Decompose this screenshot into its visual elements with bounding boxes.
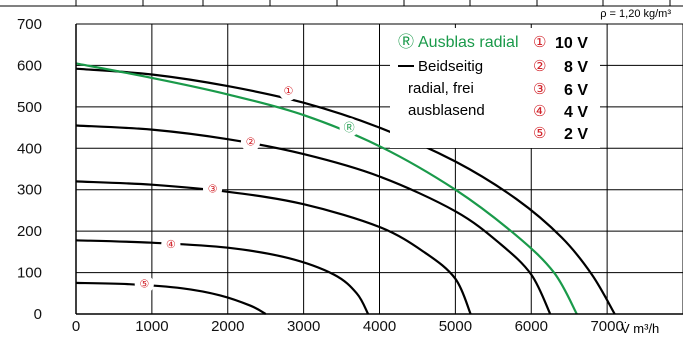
x-tick-label: 6000 (515, 318, 548, 335)
legend-marker-4v: ④ (533, 102, 546, 120)
legend-marker-8v: ② (533, 57, 546, 75)
density-note: ρ = 1,20 kg/m³ (600, 8, 671, 20)
series-line-4 (75, 281, 267, 315)
series-line-3 (75, 239, 370, 315)
y-tick-label: 500 (17, 99, 42, 116)
curve-marker-bg-5 (339, 117, 359, 138)
legend-label-10v: 10 V (555, 35, 588, 52)
legend-black-label-1: Beidseitig (418, 58, 483, 75)
y-tick-label: 600 (17, 57, 42, 74)
legend-green-label: Ausblas radial (418, 34, 519, 51)
top-strip (0, 0, 683, 7)
legend-black-label-2: radial, frei (408, 80, 474, 97)
legend-black-label-3: ausblasend (408, 102, 485, 119)
x-tick-label: 3000 (287, 318, 320, 335)
y-tick-label: 100 (17, 265, 42, 282)
curve-marker-bg-3 (161, 234, 181, 254)
curve-marker-bg-0 (278, 81, 299, 101)
legend-green-marker: Ⓡ (398, 33, 414, 51)
grid (76, 23, 683, 315)
y-tick-label: 400 (17, 140, 42, 157)
legend-label-2v: 2 V (564, 126, 588, 143)
legend-marker-2v: ⑤ (533, 124, 546, 142)
curve-marker-2: ③ (208, 182, 218, 195)
y-tick-label: 300 (17, 182, 42, 199)
series-line-2 (75, 180, 472, 315)
curve-marker-0: ① (284, 85, 294, 98)
curve-marker-1: ② (246, 136, 256, 149)
legend-label-8v: 8 V (564, 59, 588, 76)
curve-marker-bg-2 (202, 179, 223, 199)
legend-marker-6v: ③ (533, 80, 546, 98)
legend-label-4v: 4 V (564, 104, 588, 121)
x-tick-label: 0 (72, 318, 80, 335)
x-axis-unit: V̇ m³/h (621, 321, 659, 336)
x-tick-label: 4000 (363, 318, 396, 335)
legend-marker-10v: ① (533, 33, 546, 51)
curve-marker-bg-4 (134, 274, 154, 294)
curve-marker-4: ⑤ (139, 278, 149, 291)
legend-label-6v: 6 V (564, 82, 588, 99)
legend-background (390, 28, 600, 148)
axes: 0 1000 2000 3000 4000 5000 6000 7000 0 100 200 300 4… (17, 16, 683, 335)
x-tick-label: 5000 (439, 318, 472, 335)
curve-marker-bg-1 (240, 132, 261, 152)
x-tick-label: 2000 (211, 318, 244, 335)
series-line-1 (75, 124, 552, 315)
y-tick-label: 200 (17, 223, 42, 240)
curve-marker-3: ④ (166, 238, 176, 251)
y-tick-label: 700 (17, 16, 42, 33)
series-line-5 (75, 62, 578, 315)
curve-markers: ① ② ③ ④ ⑤ Ⓡ (134, 81, 359, 294)
legend: Ⓡ Ausblas radial Beidseitig radial, frei… (398, 33, 588, 143)
x-tick-label: 1000 (135, 318, 168, 335)
curve-marker-5: Ⓡ (344, 121, 355, 134)
x-tick-label: 7000 (590, 318, 623, 335)
y-tick-label: 0 (34, 306, 42, 323)
